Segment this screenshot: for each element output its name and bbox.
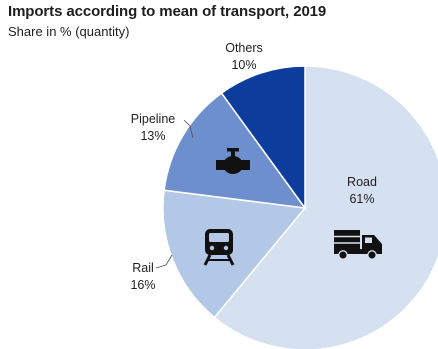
slice-label-road: Road (347, 175, 377, 189)
chart-subtitle: Share in % (quantity) (8, 24, 130, 39)
pie-slice-rail (162, 189, 307, 319)
leader-line-pipeline (183, 119, 194, 139)
slice-label-pipeline: Pipeline (131, 112, 176, 126)
truck-icon (334, 230, 382, 260)
slice-value-road: 61% (349, 192, 374, 206)
slice-label-rail: Rail (132, 261, 154, 275)
valve-icon (216, 148, 250, 174)
pie-slice-others (220, 65, 306, 211)
leader-line-rail (155, 254, 173, 269)
pie-slice-road (213, 65, 438, 349)
slice-value-pipeline: 13% (140, 129, 165, 143)
slice-value-others: 10% (231, 58, 256, 72)
train-icon (203, 229, 235, 266)
slice-label-others: Others (225, 41, 263, 55)
chart-title: Imports according to mean of transport, … (8, 3, 327, 20)
slice-value-rail: 16% (130, 278, 155, 292)
